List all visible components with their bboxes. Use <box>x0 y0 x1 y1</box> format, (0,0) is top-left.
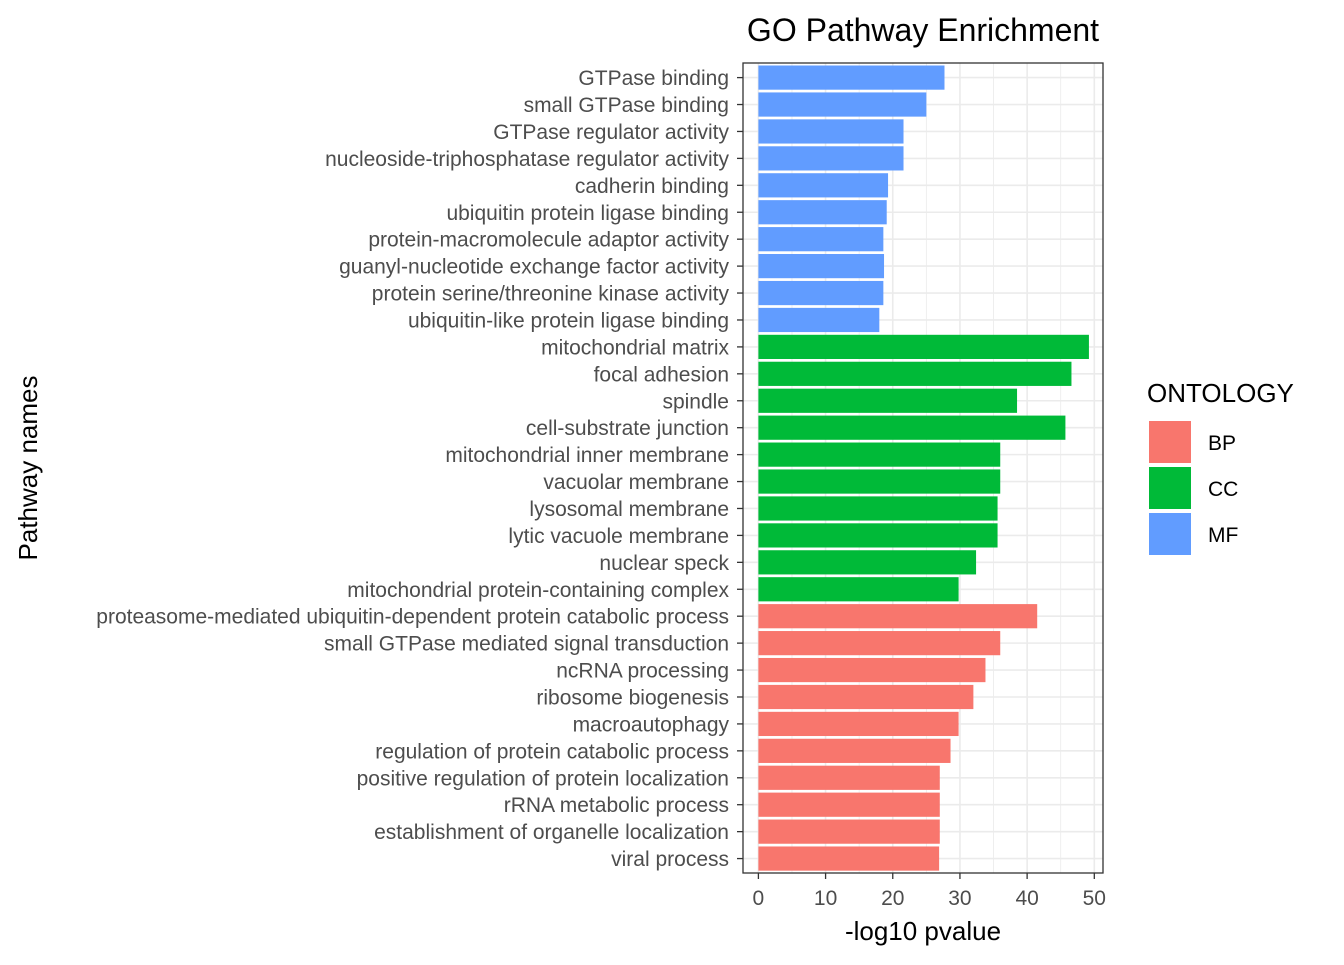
y-tick-label: proteasome-mediated ubiquitin-dependent … <box>96 606 729 629</box>
x-axis-title: -log10 pvalue <box>845 916 1001 946</box>
bar-cc <box>758 442 1001 467</box>
x-tick-label: 20 <box>881 887 904 910</box>
y-tick-label: mitochondrial inner membrane <box>445 444 729 467</box>
legend-label: BP <box>1208 432 1236 455</box>
bar-mf <box>758 227 884 252</box>
bar-cc <box>758 388 1018 413</box>
y-tick-label: cadherin binding <box>575 175 729 198</box>
y-tick-label: ribosome biogenesis <box>536 686 729 709</box>
y-tick-label: GTPase regulator activity <box>493 121 729 144</box>
bar-mf <box>758 307 880 333</box>
y-tick-label: positive regulation of protein localizat… <box>357 767 729 790</box>
y-tick-label: vacuolar membrane <box>543 471 729 494</box>
bar-bp <box>758 792 940 817</box>
x-tick-label: 30 <box>948 887 971 910</box>
y-tick-label: ubiquitin protein ligase binding <box>446 202 729 225</box>
bar-cc <box>758 496 998 521</box>
bar-mf <box>758 92 927 117</box>
y-tick-label: establishment of organelle localization <box>374 821 729 844</box>
bars <box>742 62 1104 874</box>
bar-mf <box>758 65 945 90</box>
y-tick-label: macroautophagy <box>573 713 730 736</box>
legend-title: ONTOLOGY <box>1147 378 1294 408</box>
bar-cc <box>758 361 1072 386</box>
y-tick-label: small GTPase mediated signal transductio… <box>324 633 729 656</box>
bar-bp <box>758 819 940 844</box>
y-tick-label: nucleoside-triphosphatase regulator acti… <box>325 148 729 171</box>
y-tick-label: cell-substrate junction <box>526 417 729 440</box>
bar-cc <box>758 334 1089 359</box>
bar-cc <box>758 415 1066 440</box>
y-tick-label: spindle <box>662 390 729 413</box>
bar-mf <box>758 173 889 198</box>
y-tick-label: rRNA metabolic process <box>504 794 729 817</box>
y-tick-label: ncRNA processing <box>556 660 729 683</box>
bar-bp <box>758 631 1001 656</box>
y-tick-label: small GTPase binding <box>524 94 729 117</box>
legend-key-cc <box>1149 467 1191 509</box>
y-tick-label: lysosomal membrane <box>529 498 729 521</box>
bar-bp <box>758 684 974 710</box>
legend-label: MF <box>1208 524 1238 547</box>
bar-mf <box>758 200 887 225</box>
bar-bp <box>758 765 940 790</box>
y-tick-label: mitochondrial protein-containing complex <box>347 579 729 602</box>
panel-border <box>742 62 1104 874</box>
y-tick-label: mitochondrial matrix <box>541 336 729 359</box>
y-tick-label: protein-macromolecule adaptor activity <box>368 229 729 252</box>
bar-bp <box>758 604 1038 629</box>
bar-cc <box>758 577 959 602</box>
y-tick-label: viral process <box>611 848 729 871</box>
bar-mf <box>758 280 884 306</box>
bar-bp <box>758 711 959 737</box>
x-tick-label: 0 <box>753 887 765 910</box>
bar-mf <box>758 254 885 279</box>
legend-label: CC <box>1208 478 1238 501</box>
y-tick-label: guanyl-nucleotide exchange factor activi… <box>339 256 729 279</box>
y-axis-title: Pathway names <box>13 376 43 561</box>
chart-title: GO Pathway Enrichment <box>747 12 1099 48</box>
panel-background <box>743 63 1103 873</box>
legend-key-bp <box>1149 421 1191 463</box>
x-tick-label: 50 <box>1083 887 1106 910</box>
bar-cc <box>758 469 1001 494</box>
y-tick-label: regulation of protein catabolic process <box>375 740 729 763</box>
y-tick-label: GTPase binding <box>578 67 729 90</box>
bar-bp <box>758 738 951 763</box>
bar-mf <box>758 119 904 144</box>
y-tick-label: focal adhesion <box>594 363 729 386</box>
x-tick-label: 10 <box>814 887 837 910</box>
bar-bp <box>758 846 940 871</box>
legend: ONTOLOGY BP CC MF <box>1147 378 1294 555</box>
y-tick-label: protein serine/threonine kinase activity <box>372 283 730 306</box>
y-tick-label: lytic vacuole membrane <box>508 525 729 548</box>
x-ticks: 0 10 20 30 40 50 <box>753 873 1106 910</box>
y-tick-label: nuclear speck <box>599 552 729 575</box>
bar-cc <box>758 550 977 575</box>
bar-bp <box>758 657 986 683</box>
plot-panel <box>743 63 1103 873</box>
bar-cc <box>758 523 998 548</box>
bar-mf <box>758 146 904 171</box>
y-tick-labels: GTPase binding small GTPase binding GTPase… <box>96 67 743 871</box>
legend-key-mf <box>1149 513 1191 555</box>
x-tick-label: 40 <box>1015 887 1038 910</box>
y-tick-label: ubiquitin-like protein ligase binding <box>408 309 729 332</box>
